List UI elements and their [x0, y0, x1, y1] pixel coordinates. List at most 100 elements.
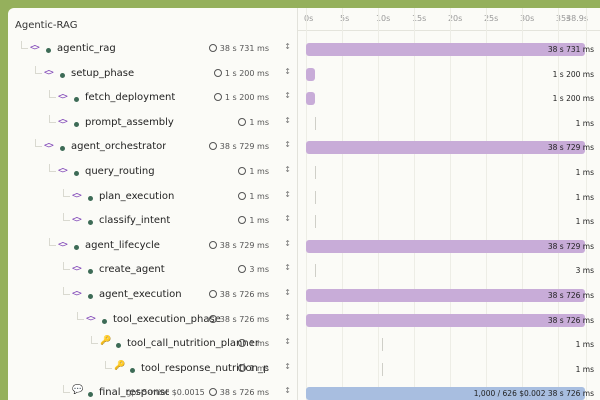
bar-duration-label: 1 ms: [575, 217, 594, 227]
bar-duration-label: 3 ms: [575, 266, 594, 276]
status-dot: [88, 220, 93, 226]
timeline-mark[interactable]: [381, 338, 383, 352]
span-row-setup-phase[interactable]: <> setup_phase 1 s 200 ms ↕: [8, 63, 297, 87]
timeline-mark[interactable]: [381, 362, 383, 376]
timeline-mark[interactable]: [314, 264, 316, 278]
duration-text: 38 s 726 ms: [219, 290, 269, 299]
timeline-gridline: [377, 8, 379, 400]
timeline-gridline: [557, 8, 559, 400]
span-row-agentic-rag[interactable]: <> agentic_rag 38 s 731 ms ↕: [8, 38, 297, 62]
timeline-bar[interactable]: [306, 289, 585, 302]
expand-icon[interactable]: ↕: [284, 263, 291, 273]
expand-icon[interactable]: ↕: [284, 386, 291, 396]
span-row-tool-call-nutrition-planner[interactable]: 🔑 tool_call_nutrition_planner 1 ms ↕: [8, 333, 297, 357]
expand-icon[interactable]: ↕: [284, 238, 291, 248]
code-icon: <>: [30, 43, 40, 53]
timeline-mark[interactable]: [314, 215, 316, 229]
span-duration: 1 ms: [238, 167, 269, 176]
duration-text: 38 s 726 ms: [219, 388, 269, 398]
timeline-bar[interactable]: [306, 141, 585, 155]
duration-text: 38 s 729 ms: [219, 240, 269, 250]
duration-text: 38 s 731 ms: [219, 44, 269, 53]
span-name: query_routing: [85, 166, 155, 177]
tree-connector: [21, 41, 28, 49]
timeline-bar[interactable]: [306, 313, 585, 327]
span-row-tool-response-nutrition-pl-[interactable]: 🔑 tool_response_nutrition_pl... 1 ms ↕: [8, 358, 297, 382]
span-row-agent-orchestrator[interactable]: <> agent_orchestrator 38 s 729 ms ↕: [8, 136, 297, 160]
span-name: setup_phase: [71, 67, 135, 79]
duration-text: 1 ms: [249, 117, 269, 127]
expand-icon[interactable]: ↕: [284, 189, 291, 199]
duration-text: 1 ms: [249, 216, 269, 226]
span-row-agent-execution[interactable]: <> agent_execution 38 s 726 ms ↕: [8, 284, 297, 308]
span-duration: 38 s 726 ms: [208, 314, 269, 324]
status-dot: [88, 195, 93, 201]
expand-icon[interactable]: ↕: [284, 312, 291, 322]
expand-icon[interactable]: ↕: [284, 42, 291, 51]
span-name: tool_execution_phase: [113, 313, 221, 325]
span-row-create-agent[interactable]: <> create_agent 3 ms ↕: [8, 259, 297, 283]
bar-duration-label: 1 ms: [575, 192, 594, 202]
clock-icon: [238, 265, 247, 274]
timeline-mark[interactable]: [314, 116, 316, 130]
expand-icon[interactable]: ↕: [284, 165, 291, 174]
clock-icon: [238, 216, 247, 225]
expand-icon[interactable]: ↕: [284, 66, 291, 76]
expand-icon[interactable]: ↕: [284, 115, 291, 125]
timeline-tick-label: 10s: [375, 14, 391, 23]
span-row-agent-lifecycle[interactable]: <> agent_lifecycle 38 s 729 ms ↕: [8, 235, 297, 259]
expand-icon[interactable]: ↕: [284, 337, 291, 347]
tree-connector: [105, 360, 112, 369]
tree-connector: [63, 213, 70, 222]
timeline-bar[interactable]: [306, 92, 315, 106]
duration-text: 1 ms: [249, 363, 269, 373]
span-row-prompt-assembly[interactable]: <> prompt_assembly 1 ms ↕: [8, 112, 297, 136]
panel-divider[interactable]: [297, 8, 298, 400]
timeline-bar[interactable]: [306, 67, 315, 81]
key-icon: 🔑: [100, 336, 112, 347]
clock-icon: [208, 240, 217, 249]
expand-icon[interactable]: ↕: [284, 361, 291, 371]
span-duration: 1 ms: [238, 191, 269, 201]
expand-icon[interactable]: ↕: [284, 214, 291, 224]
duration-text: 1 ms: [249, 167, 269, 176]
expand-icon[interactable]: ↕: [284, 91, 291, 101]
tree-connector: [63, 262, 70, 271]
trace-title: Agentic-RAG: [15, 20, 78, 31]
tree-connector: [49, 237, 56, 246]
span-row-final-response[interactable]: 💬 final_response gpt-5-mini $0.0015 38 s 726…: [8, 382, 297, 400]
clock-icon: [208, 44, 217, 52]
span-row-tool-execution-phase[interactable]: <> tool_execution_phase 38 s 726 ms ↕: [8, 309, 297, 333]
timeline-bar[interactable]: [306, 239, 585, 253]
expand-icon[interactable]: ↕: [284, 288, 291, 297]
status-dot: [116, 343, 121, 349]
tree-connector: [35, 65, 42, 74]
span-row-query-routing[interactable]: <> query_routing 1 ms ↕: [8, 161, 297, 185]
status-dot: [74, 244, 79, 250]
code-icon: <>: [44, 141, 54, 152]
span-row-fetch-deployment[interactable]: <> fetch_deployment 1 s 200 ms ↕: [8, 87, 297, 111]
span-name: agent_orchestrator: [71, 141, 167, 153]
tree-connector: [63, 188, 70, 197]
span-row-plan-execution[interactable]: <> plan_execution 1 ms ↕: [8, 186, 297, 210]
clock-icon: [238, 191, 247, 200]
timeline-tick-label: 15s: [411, 14, 427, 23]
code-icon: <>: [72, 215, 82, 226]
timeline-bar[interactable]: [306, 43, 585, 56]
bar-duration-label: 38 s 731 ms: [547, 45, 594, 54]
clock-icon: [208, 388, 217, 397]
span-duration: 38 s 729 ms: [208, 142, 269, 151]
timeline-bar[interactable]: [306, 387, 585, 400]
expand-icon[interactable]: ↕: [284, 140, 291, 150]
key-icon: 🔑: [114, 360, 126, 371]
code-icon: <>: [44, 67, 54, 78]
tree-connector: [63, 385, 70, 394]
span-row-classify-intent[interactable]: <> classify_intent 1 ms ↕: [8, 210, 297, 234]
timeline-mark[interactable]: [314, 166, 316, 179]
timeline-mark[interactable]: [314, 190, 316, 204]
timeline-tick-label: 30s: [519, 14, 535, 23]
status-dot: [60, 146, 65, 152]
bar-duration-label: 1 s 200 ms: [552, 94, 594, 104]
span-name: create_agent: [99, 264, 165, 276]
clock-icon: [238, 167, 247, 175]
